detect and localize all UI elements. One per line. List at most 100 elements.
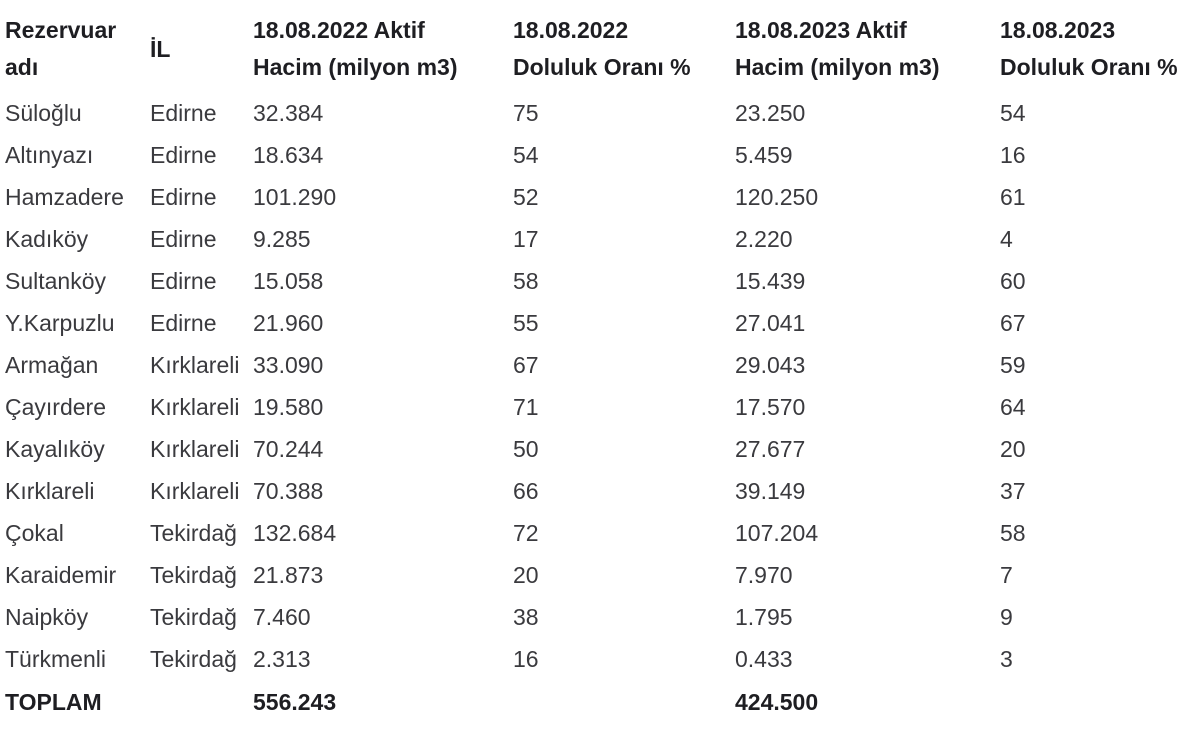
cell-province: Tekirdağ — [150, 603, 237, 630]
cell-reservoir-name: Çayırdere — [5, 393, 106, 420]
column-header-province: İL — [150, 35, 171, 62]
cell-fill-rate-2022: 16 — [513, 645, 539, 672]
table-row: Kayalıköy Kırklareli 70.244 50 27.677 20 — [5, 428, 1200, 470]
cell-fill-rate-2022: 72 — [513, 519, 539, 546]
cell-active-volume-2022: 32.384 — [253, 99, 324, 126]
cell-active-volume-2023: 29.043 — [735, 351, 806, 378]
cell-active-volume-2022: 132.684 — [253, 519, 337, 546]
cell-province: Kırklareli — [150, 351, 240, 378]
cell-fill-rate-2023: 61 — [1000, 183, 1026, 210]
table-row: Naipköy Tekirdağ 7.460 38 1.795 9 — [5, 596, 1200, 638]
cell-fill-rate-2022: 71 — [513, 393, 539, 420]
table-row: Kadıköy Edirne 9.285 17 2.220 4 — [5, 218, 1200, 260]
cell-reservoir-name: Hamzadere — [5, 183, 124, 210]
cell-province: Kırklareli — [150, 435, 240, 462]
cell-active-volume-2023: 424.500 — [735, 688, 819, 715]
cell-province: Edirne — [150, 309, 217, 336]
cell-province: Edirne — [150, 183, 217, 210]
cell-fill-rate-2023: 58 — [1000, 519, 1026, 546]
cell-province: Edirne — [150, 99, 217, 126]
cell-province: Kırklareli — [150, 477, 240, 504]
cell-active-volume-2023: 0.433 — [735, 645, 793, 672]
cell-reservoir-name: Y.Karpuzlu — [5, 309, 115, 336]
cell-active-volume-2022: 7.460 — [253, 603, 311, 630]
cell-reservoir-name: Armağan — [5, 351, 99, 378]
table-row: Armağan Kırklareli 33.090 67 29.043 59 — [5, 344, 1200, 386]
cell-active-volume-2023: 2.220 — [735, 225, 793, 252]
cell-fill-rate-2022: 54 — [513, 141, 539, 168]
cell-fill-rate-2023: 59 — [1000, 351, 1026, 378]
cell-active-volume-2022: 18.634 — [253, 141, 324, 168]
cell-fill-rate-2022: 66 — [513, 477, 539, 504]
cell-active-volume-2022: 556.243 — [253, 688, 337, 715]
cell-fill-rate-2022: 50 — [513, 435, 539, 462]
cell-province: Kırklareli — [150, 393, 240, 420]
cell-fill-rate-2023: 67 — [1000, 309, 1026, 336]
cell-reservoir-name: Süloğlu — [5, 99, 82, 126]
cell-active-volume-2022: 9.285 — [253, 225, 311, 252]
cell-fill-rate-2023: 64 — [1000, 393, 1026, 420]
cell-active-volume-2023: 15.439 — [735, 267, 806, 294]
table-row: Karaidemir Tekirdağ 21.873 20 7.970 7 — [5, 554, 1200, 596]
header-row: Rezervuar adı İL 18.08.2022 Aktif Hacim (m… — [5, 6, 1200, 92]
cell-fill-rate-2023: 9 — [1000, 603, 1013, 630]
cell-province: Tekirdağ — [150, 561, 237, 588]
cell-active-volume-2022: 101.290 — [253, 183, 337, 210]
cell-province — [150, 680, 253, 724]
table-row: Süloğlu Edirne 32.384 75 23.250 54 — [5, 92, 1200, 134]
table-row: Çayırdere Kırklareli 19.580 71 17.570 64 — [5, 386, 1200, 428]
cell-fill-rate-2022: 58 — [513, 267, 539, 294]
cell-fill-rate-2023: 7 — [1000, 561, 1013, 588]
cell-reservoir-name: Kırklareli — [5, 477, 95, 504]
cell-province: Tekirdağ — [150, 519, 237, 546]
cell-reservoir-name: Karaidemir — [5, 561, 117, 588]
cell-active-volume-2022: 15.058 — [253, 267, 324, 294]
cell-fill-rate-2022: 20 — [513, 561, 539, 588]
cell-fill-rate-2022: 52 — [513, 183, 539, 210]
cell-active-volume-2023: 5.459 — [735, 141, 793, 168]
cell-fill-rate-2023: 20 — [1000, 435, 1026, 462]
table-row: Hamzadere Edirne 101.290 52 120.250 61 — [5, 176, 1200, 218]
cell-fill-rate-2022 — [513, 680, 735, 724]
cell-fill-rate-2023: 37 — [1000, 477, 1026, 504]
cell-active-volume-2023: 7.970 — [735, 561, 793, 588]
cell-fill-rate-2022: 38 — [513, 603, 539, 630]
cell-fill-rate-2023: 4 — [1000, 225, 1013, 252]
cell-fill-rate-2023 — [1000, 680, 1200, 724]
cell-active-volume-2023: 107.204 — [735, 519, 819, 546]
column-header-active-volume-2023: 18.08.2023 Aktif Hacim (milyon m3) — [735, 17, 940, 80]
cell-active-volume-2023: 27.677 — [735, 435, 806, 462]
cell-active-volume-2023: 17.570 — [735, 393, 806, 420]
cell-fill-rate-2022: 75 — [513, 99, 539, 126]
cell-province: Edirne — [150, 225, 217, 252]
cell-active-volume-2022: 19.580 — [253, 393, 324, 420]
cell-active-volume-2023: 27.041 — [735, 309, 806, 336]
table-row: Kırklareli Kırklareli 70.388 66 39.149 37 — [5, 470, 1200, 512]
table-row: Türkmenli Tekirdağ 2.313 16 0.433 3 — [5, 638, 1200, 680]
cell-active-volume-2023: 39.149 — [735, 477, 806, 504]
cell-active-volume-2022: 21.873 — [253, 561, 324, 588]
cell-fill-rate-2022: 17 — [513, 225, 539, 252]
cell-reservoir-name: Kadıköy — [5, 225, 89, 252]
total-label: TOPLAM — [5, 688, 102, 715]
total-row: TOPLAM 556.243 424.500 — [5, 680, 1200, 724]
cell-active-volume-2023: 23.250 — [735, 99, 806, 126]
cell-active-volume-2023: 1.795 — [735, 603, 793, 630]
column-header-active-volume-2022: 18.08.2022 Aktif Hacim (milyon m3) — [253, 17, 458, 80]
cell-fill-rate-2022: 55 — [513, 309, 539, 336]
column-header-fill-rate-2023: 18.08.2023 Doluluk Oranı % — [1000, 17, 1178, 80]
cell-fill-rate-2023: 16 — [1000, 141, 1026, 168]
cell-province: Edirne — [150, 267, 217, 294]
cell-active-volume-2023: 120.250 — [735, 183, 819, 210]
cell-reservoir-name: Çokal — [5, 519, 64, 546]
reservoir-table: Rezervuar adı İL 18.08.2022 Aktif Hacim (m… — [5, 6, 1200, 724]
cell-active-volume-2022: 2.313 — [253, 645, 311, 672]
column-header-reservoir-name: Rezervuar adı — [5, 17, 117, 80]
cell-reservoir-name: Altınyazı — [5, 141, 94, 168]
cell-fill-rate-2022: 67 — [513, 351, 539, 378]
cell-province: Tekirdağ — [150, 645, 237, 672]
cell-active-volume-2022: 70.244 — [253, 435, 324, 462]
cell-province: Edirne — [150, 141, 217, 168]
cell-active-volume-2022: 21.960 — [253, 309, 324, 336]
cell-reservoir-name: Türkmenli — [5, 645, 106, 672]
